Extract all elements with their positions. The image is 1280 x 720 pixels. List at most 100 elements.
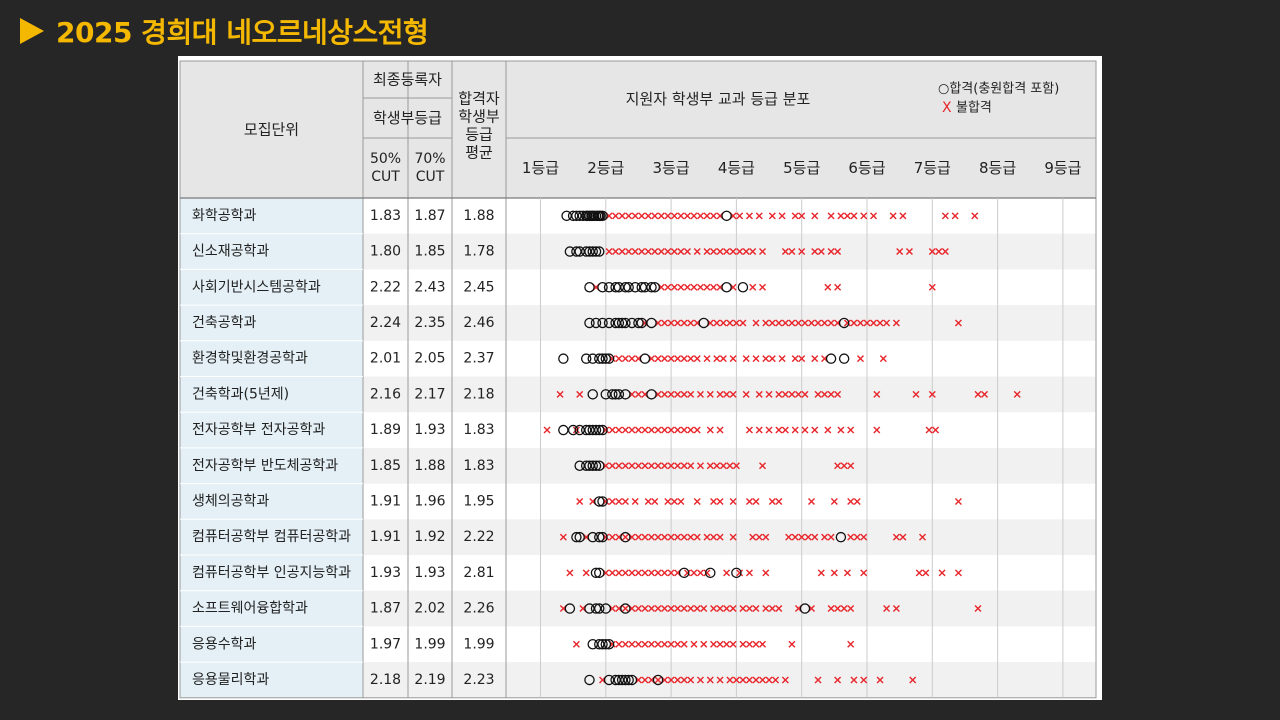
fail-marker-stroke xyxy=(641,569,649,577)
fail-marker-stroke xyxy=(621,462,629,470)
pass-marker xyxy=(597,639,608,650)
fail-marker-stroke xyxy=(710,533,718,541)
fail-marker xyxy=(745,605,753,613)
fail-marker xyxy=(667,355,675,363)
fail-marker xyxy=(847,605,855,613)
fail-marker xyxy=(954,319,962,327)
fail-marker xyxy=(847,462,855,470)
fail-marker xyxy=(628,426,636,434)
pass-marker xyxy=(597,281,608,293)
pass-marker xyxy=(649,281,661,293)
fail-marker-stroke xyxy=(674,390,682,398)
fail-marker xyxy=(683,212,691,220)
admitted-average-value: 2.81 xyxy=(463,565,494,581)
fail-marker xyxy=(687,426,695,434)
fail-marker xyxy=(745,569,753,577)
fail-marker xyxy=(716,426,724,434)
fail-marker-stroke xyxy=(762,605,770,613)
fail-marker-stroke xyxy=(899,212,907,220)
pass-marker xyxy=(590,317,602,329)
fail-marker-stroke xyxy=(971,212,979,220)
fail-marker-stroke xyxy=(644,248,652,256)
grade-tick-label: 7등급 xyxy=(914,159,951,177)
fail-marker xyxy=(749,533,757,541)
fail-marker-stroke xyxy=(661,605,669,613)
fail-marker xyxy=(621,533,629,541)
fail-marker xyxy=(687,319,695,327)
fail-marker xyxy=(834,390,842,398)
fail-marker xyxy=(634,426,642,434)
fail-marker xyxy=(644,212,652,220)
fail-marker xyxy=(556,390,564,398)
fail-marker xyxy=(654,533,662,541)
cut70-value: 1.93 xyxy=(414,565,445,581)
fail-marker xyxy=(719,462,727,470)
fail-marker-stroke xyxy=(788,319,796,327)
fail-marker-stroke xyxy=(713,355,721,363)
pass-marker xyxy=(590,246,602,257)
fail-marker-stroke xyxy=(762,319,770,327)
fail-marker-stroke xyxy=(667,605,675,613)
fail-marker xyxy=(667,533,675,541)
admitted-average-value: 2.37 xyxy=(463,351,494,367)
pass-marker xyxy=(652,674,664,686)
fail-marker xyxy=(625,248,633,256)
fail-marker xyxy=(661,426,669,434)
fail-marker xyxy=(608,497,616,505)
pass-marker xyxy=(646,317,657,329)
fail-marker xyxy=(729,640,737,648)
fail-marker xyxy=(631,248,639,256)
fail-marker xyxy=(680,640,688,648)
fail-marker-stroke xyxy=(781,390,789,398)
fail-marker xyxy=(680,462,688,470)
fail-marker-stroke xyxy=(648,426,656,434)
fail-marker-stroke xyxy=(667,355,675,363)
fail-marker xyxy=(690,569,698,577)
fail-marker-stroke xyxy=(683,212,691,220)
fail-marker xyxy=(674,462,682,470)
fail-marker-stroke xyxy=(654,355,662,363)
fail-marker xyxy=(710,533,718,541)
fail-marker-stroke xyxy=(732,319,740,327)
fail-marker xyxy=(827,533,835,541)
fail-marker-stroke xyxy=(954,319,962,327)
fail-marker xyxy=(710,605,718,613)
fail-marker-stroke xyxy=(745,569,753,577)
fail-marker xyxy=(847,533,855,541)
fail-marker-stroke xyxy=(853,533,861,541)
fail-marker xyxy=(693,355,701,363)
fail-marker-stroke xyxy=(801,390,809,398)
fail-marker xyxy=(693,605,701,613)
fail-marker xyxy=(670,283,678,291)
fail-marker-stroke xyxy=(821,533,829,541)
pass-marker xyxy=(838,317,850,329)
fail-marker xyxy=(912,390,920,398)
fail-marker xyxy=(719,355,727,363)
fail-marker xyxy=(648,640,656,648)
fail-marker xyxy=(765,676,773,684)
fail-marker xyxy=(817,248,825,256)
fail-marker-stroke xyxy=(775,319,783,327)
fail-marker xyxy=(768,319,776,327)
fail-marker-stroke xyxy=(798,533,806,541)
fail-marker xyxy=(605,248,613,256)
cut70-value: 2.05 xyxy=(414,351,445,367)
fail-marker xyxy=(804,533,812,541)
fail-marker xyxy=(674,319,682,327)
fail-marker xyxy=(706,676,714,684)
fail-marker xyxy=(798,355,806,363)
fail-marker xyxy=(716,248,724,256)
cut70-value: 1.85 xyxy=(414,244,445,260)
pass-marker xyxy=(594,496,605,507)
fail-marker-stroke xyxy=(693,533,701,541)
fail-marker xyxy=(615,426,623,434)
fail-marker-stroke xyxy=(670,212,678,220)
fail-marker xyxy=(817,569,825,577)
fail-marker-stroke xyxy=(628,640,636,648)
fail-marker-stroke xyxy=(693,355,701,363)
fail-marker xyxy=(814,390,822,398)
pass-marker xyxy=(587,460,598,471)
fail-marker xyxy=(648,426,656,434)
fail-marker-stroke xyxy=(661,462,669,470)
fail-marker-stroke xyxy=(791,355,799,363)
